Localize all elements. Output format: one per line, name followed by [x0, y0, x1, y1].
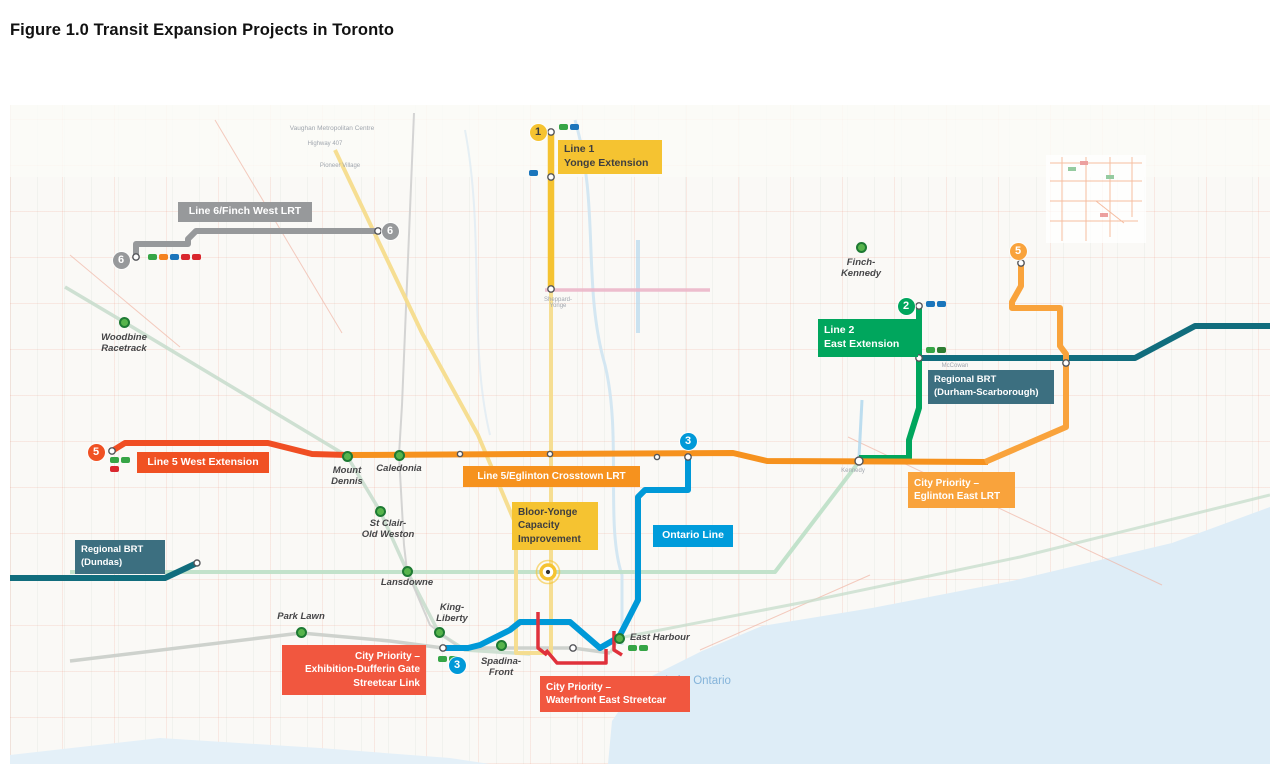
line-bullet-6: 6: [112, 251, 130, 269]
station-dot-spadina-front: [496, 640, 507, 651]
project-label-line-6-finch-west-lrt: Line 6/Finch West LRT: [178, 202, 312, 222]
eglinton-east-lrt-line: [983, 263, 1069, 465]
ontario-line-line: [443, 457, 691, 651]
transit-agency-icon: [192, 254, 201, 260]
transit-agency-icon: [529, 170, 538, 176]
toronto-transit-map: Line 1 Yonge Extension Line 6/Finch West L…: [10, 105, 1270, 764]
line-bullet-5: 5: [87, 443, 105, 461]
transit-agency-icon: [181, 254, 190, 260]
station-dot-east-harbour: [614, 633, 625, 644]
line-bullet-3: 3: [679, 432, 697, 450]
expansion-project-lines: [10, 132, 1270, 665]
lake-ontario-water: [608, 507, 1270, 764]
transit-agency-icon: [159, 254, 168, 260]
transit-agency-icon: [937, 347, 946, 353]
station-label-lansdowne: Lansdowne: [380, 577, 434, 588]
map-bg-label: Vaughan Metropolitan Centre: [289, 125, 375, 132]
transit-agency-icon: [110, 466, 119, 472]
project-label-line-1-yonge-extension: Line 1 Yonge Extension: [558, 140, 662, 174]
station-label-finch-kennedy: Finch- Kennedy: [840, 257, 882, 280]
transit-agency-icon: [570, 124, 579, 130]
transit-agency-icon: [170, 254, 179, 260]
waterfront-east-streetcar-line: [544, 648, 608, 665]
line1-existing-faded: [333, 149, 553, 655]
project-label-city-priority-waterfront-east-streetcar: City Priority – Waterfront East Streetcar: [540, 676, 690, 712]
project-label-city-priority-eglinton-east-lrt: City Priority – Eglinton East LRT: [908, 472, 1015, 508]
project-label-ontario-line: Ontario Line: [653, 525, 733, 547]
station-label-mount-dennis: Mount Dennis: [331, 465, 363, 488]
line-bullet-1: 1: [529, 123, 547, 141]
transit-map-canvas: [10, 105, 1270, 764]
line6-finch-west-line: [133, 228, 378, 257]
line-bullet-3: 3: [448, 656, 466, 674]
bloor-yonge-station-symbol: [535, 559, 561, 585]
station-label-caledonia: Caledonia: [376, 463, 422, 474]
figure-title: Figure 1.0 Transit Expansion Projects in…: [10, 21, 395, 40]
transit-agency-icon: [926, 347, 935, 353]
transit-agency-icon: [148, 254, 157, 260]
transit-agency-icon: [110, 457, 119, 463]
project-label-regional-brt-durham-scarborough: Regional BRT (Durham-Scarborough): [928, 370, 1054, 404]
station-label-park-lawn: Park Lawn: [277, 611, 325, 622]
station-dot-mount-dennis: [342, 451, 353, 462]
station-dot-king-liberty: [434, 627, 445, 638]
humber-bay-water: [10, 738, 490, 764]
transit-agency-icon: [937, 301, 946, 307]
station-dot-park-lawn: [296, 627, 307, 638]
line2-bloor-danforth-faded: [70, 461, 860, 574]
transit-agency-icon: [121, 457, 130, 463]
project-label-city-priority-exhibition-dufferin-gate-streetcar-link: City Priority – Exhibition-Dufferin Gate S…: [282, 645, 426, 695]
station-label-woodbine-racetrack: Woodbine Racetrack: [101, 332, 147, 355]
transit-agency-icon: [438, 656, 447, 662]
project-label-line-5-eglinton-crosstown-lrt: Line 5/Eglinton Crosstown LRT: [463, 466, 640, 487]
station-label-king-liberty: King- Liberty: [436, 602, 468, 625]
project-label-bloor-yonge-capacity-improvement: Bloor-Yonge Capacity Improvement: [512, 502, 598, 550]
exhibition-dufferin-gate-streetcar-line: [536, 612, 549, 657]
station-label-east-harbour: East Harbour: [630, 632, 690, 643]
map-bg-label: Sheppard- Yonge: [543, 297, 573, 309]
regional-brt-durham-scarborough-line: [919, 323, 1270, 361]
station-dot-woodbine-racetrack: [119, 317, 130, 328]
map-bg-label: Highway 407: [307, 141, 343, 147]
line5-west-extension-line: [110, 440, 348, 458]
go-barrie-corridor-faded: [398, 112, 461, 649]
station-dot-finch-kennedy: [856, 242, 867, 253]
project-label-line-5-west-extension: Line 5 West Extension: [137, 452, 269, 473]
line3-srt-faded: [857, 399, 864, 458]
station-dot-st-clair-old-weston: [375, 506, 386, 517]
line5-eglinton-crosstown-line: [346, 450, 989, 465]
station-label-spadina-front: Spadina- Front: [480, 656, 522, 679]
map-bg-label: McCowan: [941, 363, 969, 369]
endpoint-dots: [108, 128, 1070, 652]
station-dot-caledonia: [394, 450, 405, 461]
map-bg-label: Kennedy: [841, 468, 865, 474]
go-lakeshore-west-faded: [69, 631, 611, 663]
project-label-regional-brt-dundas: Regional BRT (Dundas): [75, 540, 165, 574]
regional-brt-dundas-line: [10, 560, 199, 581]
line2-east-extension-line: [859, 306, 922, 461]
line-bullet-6: 6: [381, 222, 399, 240]
humber-river-faded: [464, 129, 491, 436]
station-dot-lansdowne: [402, 566, 413, 577]
transit-agency-icon: [559, 124, 568, 130]
line-bullet-5: 5: [1009, 242, 1027, 260]
transit-agency-icon: [639, 645, 648, 651]
malvern-inset-cluster: [1046, 155, 1146, 243]
project-label-line-2-east-extension: Line 2 East Extension: [818, 319, 918, 357]
line-bullet-2: 2: [897, 297, 915, 315]
station-label-st-clair-old-weston: St Clair- Old Weston: [361, 518, 415, 541]
transit-agency-icon: [628, 645, 637, 651]
transit-agency-icon: [926, 301, 935, 307]
don-river-faded: [573, 119, 624, 645]
map-bg-label: Pioneer Village: [319, 163, 361, 169]
